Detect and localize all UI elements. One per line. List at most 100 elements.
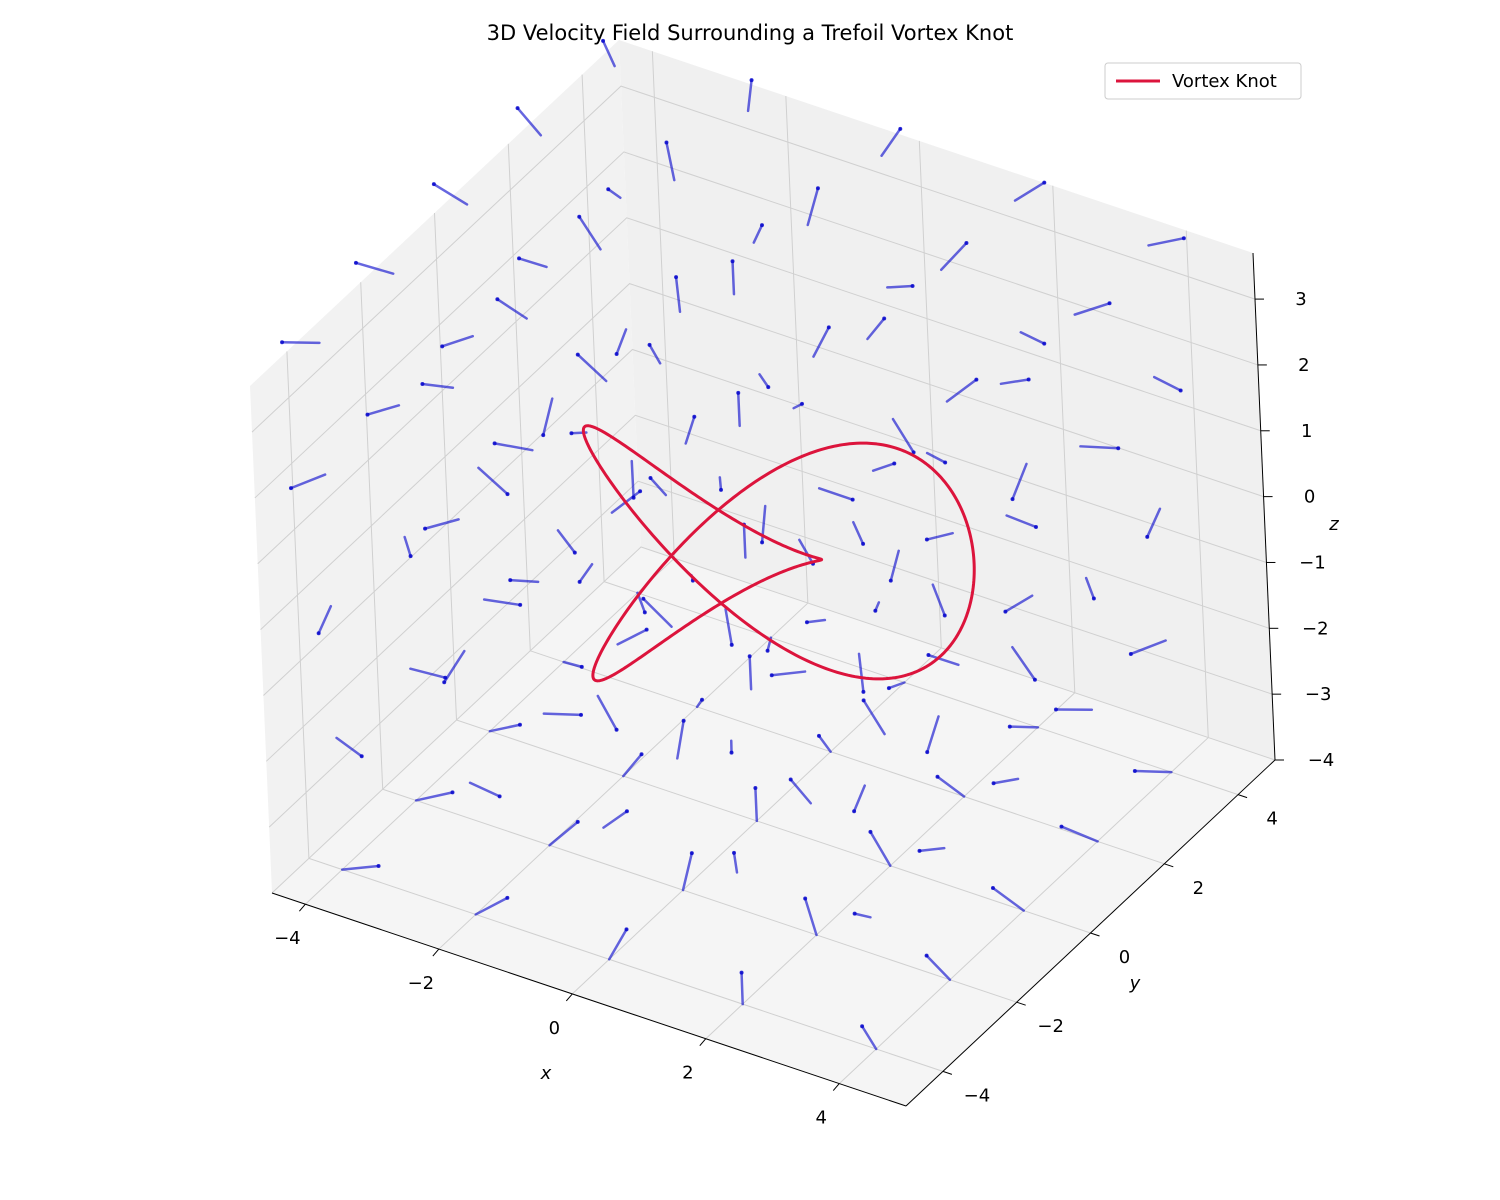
velocity-arrow-head — [689, 851, 694, 856]
velocity-arrow — [684, 414, 697, 445]
velocity-arrow-head — [515, 106, 520, 111]
velocity-arrow-head — [852, 911, 857, 916]
z-tick-label: 2 — [1298, 355, 1309, 376]
velocity-arrow-head — [638, 489, 643, 494]
velocity-arrow — [860, 1024, 878, 1051]
velocity-arrow-head — [664, 140, 669, 145]
velocity-arrow-shaft — [548, 820, 579, 847]
velocity-arrow-head — [926, 653, 931, 658]
velocity-arrow-shaft — [578, 562, 594, 584]
velocity-arrow-head — [692, 414, 697, 419]
velocity-arrow — [468, 781, 502, 799]
velocity-arrow-shaft — [335, 736, 363, 758]
velocity-arrow-head — [1042, 180, 1047, 185]
velocity-arrow-shaft — [857, 652, 865, 694]
velocity-arrow — [868, 829, 892, 867]
velocity-arrow-head — [788, 777, 793, 782]
velocity-arrow — [614, 328, 628, 357]
velocity-arrow-head — [517, 256, 522, 261]
velocity-arrow-head — [1178, 388, 1183, 393]
velocity-arrow — [924, 953, 952, 982]
velocity-arrow-shaft — [1013, 181, 1046, 202]
velocity-arrow-head — [766, 385, 771, 390]
velocity-arrow — [746, 78, 754, 113]
velocity-arrow — [769, 670, 807, 678]
velocity-arrow — [431, 182, 469, 206]
velocity-arrow-shaft — [869, 830, 892, 867]
x-tick-label: 0 — [549, 1018, 560, 1039]
velocity-arrow-head — [924, 537, 929, 542]
velocity-arrow-shaft — [440, 334, 474, 348]
velocity-arrow — [871, 461, 897, 472]
velocity-arrow-head — [747, 654, 752, 659]
velocity-arrow-shaft — [1145, 507, 1162, 539]
velocity-arrow-shaft — [366, 404, 401, 416]
velocity-arrow-head — [508, 578, 513, 583]
vortex-knot-series — [581, 424, 976, 683]
velocity-arrow-shaft — [770, 670, 807, 677]
y-tick-mark — [1237, 794, 1248, 799]
velocity-arrow-shaft — [1073, 302, 1111, 316]
velocity-arrow — [888, 549, 900, 583]
velocity-arrow — [1005, 514, 1038, 530]
velocity-arrow-head — [730, 259, 735, 264]
velocity-arrow — [508, 578, 540, 584]
x-tick-mark — [832, 1083, 840, 1091]
velocity-arrow-shaft — [649, 476, 668, 497]
velocity-arrow-head — [943, 460, 948, 465]
velocity-arrow-head — [1145, 534, 1150, 539]
velocity-arrow-head — [826, 325, 831, 330]
velocity-arrow-head — [765, 648, 770, 653]
velocity-arrow — [1019, 331, 1047, 346]
velocity-arrow — [926, 653, 960, 667]
velocity-arrow-shaft — [423, 518, 460, 530]
velocity-arrow-shaft — [866, 317, 886, 341]
x-axis-label: x — [540, 1063, 552, 1084]
y-tick-mark — [942, 1070, 953, 1075]
chart-title: 3D Velocity Field Surrounding a Trefoil … — [487, 21, 1014, 45]
velocity-arrow — [676, 718, 686, 760]
velocity-arrow-head — [888, 578, 893, 583]
velocity-arrow — [732, 850, 739, 874]
velocity-arrow-head — [1033, 525, 1038, 530]
velocity-arrow-shaft — [812, 326, 831, 358]
velocity-arrow — [365, 404, 401, 417]
velocity-arrow-head — [1181, 236, 1186, 241]
velocity-arrow — [999, 377, 1031, 386]
velocity-arrow-shaft — [918, 846, 946, 853]
velocity-arrow-head — [910, 283, 915, 288]
velocity-arrow-shaft — [488, 723, 522, 733]
velocity-arrow — [648, 475, 668, 497]
velocity-arrow-head — [803, 896, 808, 901]
velocity-arrow-shaft — [817, 734, 832, 753]
velocity-arrow-shaft — [684, 415, 696, 445]
velocity-arrow-head — [1007, 724, 1012, 729]
velocity-arrow — [556, 529, 577, 555]
velocity-arrow — [753, 785, 759, 823]
velocity-arrow — [1003, 594, 1034, 614]
velocity-arrow-head — [579, 712, 584, 717]
velocity-arrow-head — [575, 352, 580, 357]
velocity-arrow — [423, 518, 460, 531]
velocity-arrow-shaft — [736, 391, 741, 428]
velocity-arrow — [803, 896, 818, 937]
velocity-arrow-head — [450, 790, 455, 795]
velocity-arrow-shaft — [798, 538, 815, 566]
velocity-arrow-head — [376, 863, 381, 868]
x-tick-mark — [565, 993, 573, 1002]
velocity-arrow — [442, 649, 466, 685]
velocity-arrow-head — [861, 698, 866, 703]
z-tick-label: 3 — [1295, 289, 1306, 310]
velocity-arrow — [616, 627, 649, 646]
x-axis-line — [271, 892, 907, 1107]
velocity-arrow-shaft — [630, 459, 635, 500]
x-tick-mark — [298, 903, 306, 912]
velocity-arrow — [1073, 301, 1112, 316]
velocity-arrow-shaft — [403, 535, 412, 558]
velocity-arrow — [718, 476, 724, 492]
velocity-arrow — [440, 334, 474, 349]
velocity-arrow-shaft — [806, 187, 820, 227]
velocity-arrow-head — [518, 602, 523, 607]
z-axis-label: z — [1328, 514, 1339, 535]
